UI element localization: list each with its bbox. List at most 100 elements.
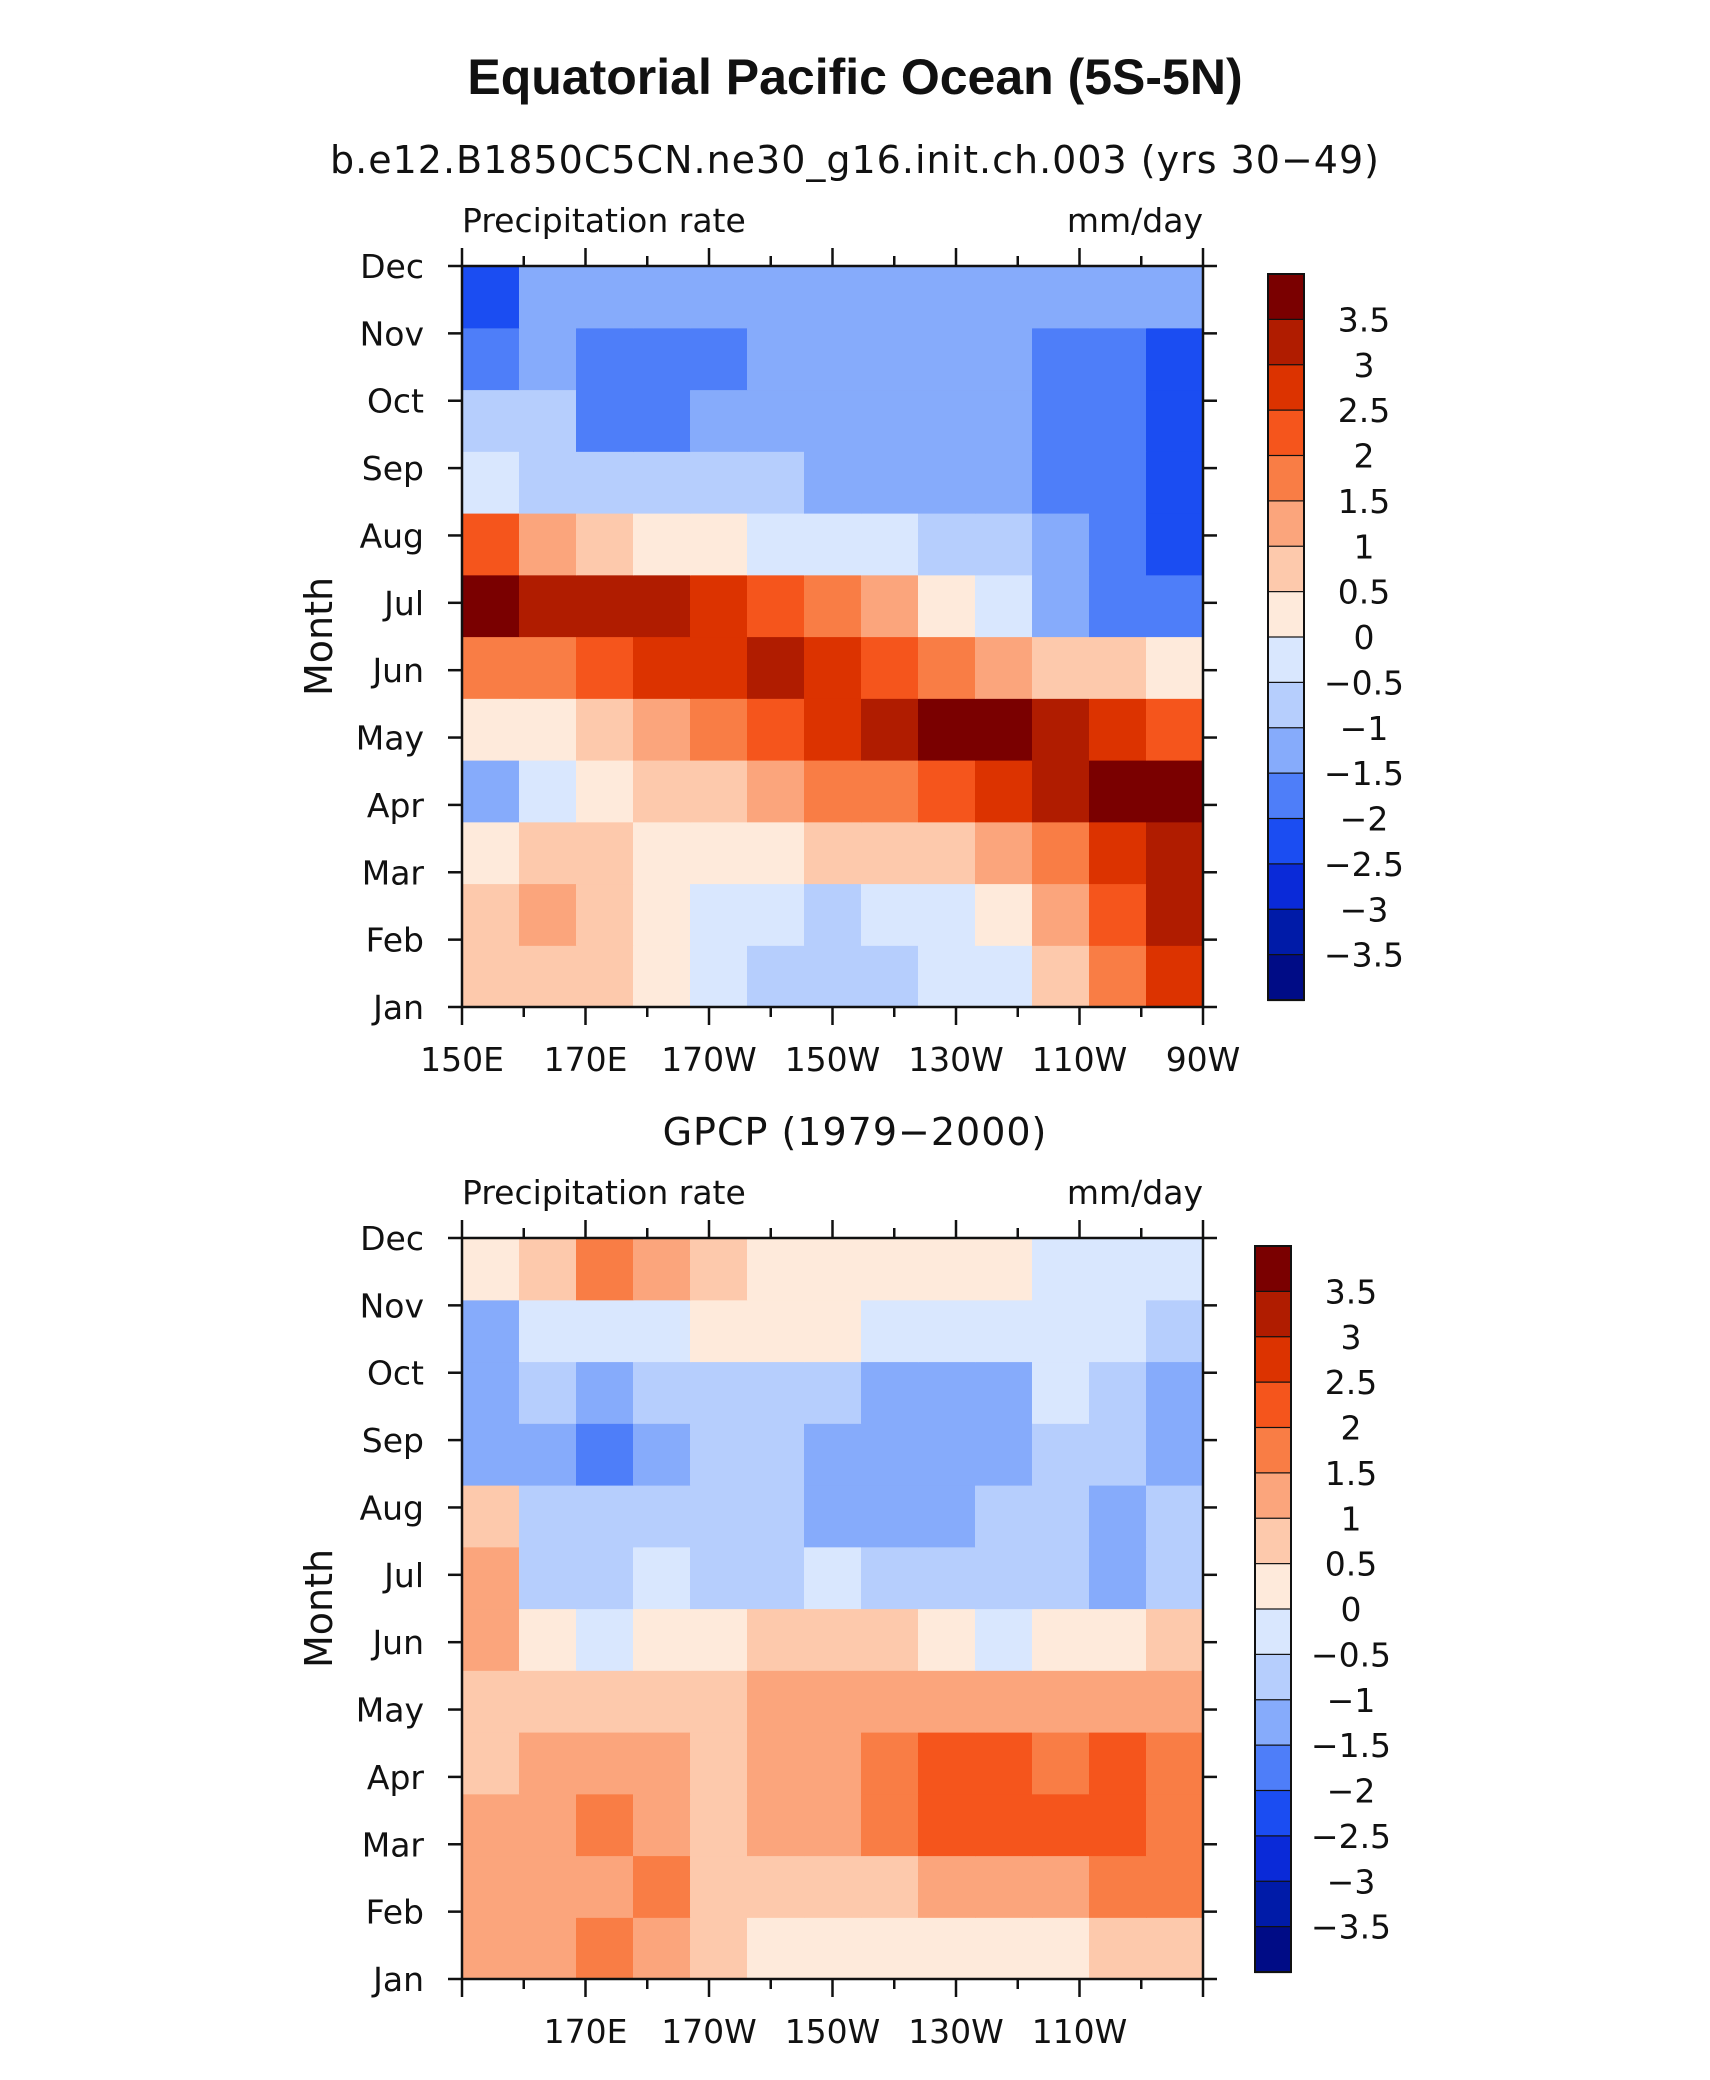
heatmap-cell bbox=[519, 451, 577, 514]
colorbar-swatch bbox=[1254, 1426, 1292, 1474]
colorbar-swatch bbox=[1267, 545, 1305, 593]
heatmap-cell bbox=[861, 1917, 919, 1980]
heatmap-cell bbox=[1089, 1670, 1147, 1733]
heatmap-cell bbox=[1032, 1793, 1090, 1857]
colorbar-label: 2 bbox=[1354, 437, 1375, 476]
heatmap-cell bbox=[804, 1855, 862, 1918]
heatmap-cell bbox=[804, 389, 862, 452]
colorbar-label: −2.5 bbox=[1311, 1817, 1391, 1856]
y-tick-label: Dec bbox=[360, 247, 424, 286]
heatmap-cell bbox=[861, 1238, 919, 1301]
x-tick-label: 170E bbox=[544, 2012, 628, 2051]
heatmap-cell bbox=[1146, 513, 1204, 576]
heatmap-cell bbox=[462, 1423, 520, 1486]
heatmap-cell bbox=[1089, 1608, 1147, 1671]
heatmap-cell bbox=[462, 1608, 520, 1671]
colorbar-frame bbox=[1267, 273, 1305, 1001]
heatmap-cell bbox=[975, 327, 1033, 391]
heatmap-cell bbox=[519, 266, 577, 329]
heatmap-cell bbox=[462, 945, 520, 1008]
heatmap-cell bbox=[690, 1917, 748, 1980]
colorbar-swatch bbox=[1267, 409, 1305, 457]
heatmap-cell bbox=[633, 821, 691, 885]
heatmap-cell bbox=[918, 1793, 976, 1857]
colorbar-swatch bbox=[1254, 1336, 1292, 1384]
heatmap-cell bbox=[861, 636, 919, 699]
heatmap-cell bbox=[1032, 1546, 1090, 1610]
heatmap-cell bbox=[747, 1732, 805, 1795]
y-tick-label: Sep bbox=[362, 449, 424, 488]
colorbar-swatch bbox=[1267, 318, 1305, 366]
heatmap-cell bbox=[861, 1608, 919, 1671]
heatmap-cell bbox=[861, 513, 919, 576]
heatmap-cell bbox=[1146, 760, 1204, 823]
heatmap-cell bbox=[918, 327, 976, 391]
heatmap-cell bbox=[633, 1238, 691, 1301]
heatmap-cell bbox=[1146, 1608, 1204, 1671]
colorbar-swatch bbox=[1254, 1290, 1292, 1338]
heatmap-cell bbox=[918, 451, 976, 514]
heatmap-cell bbox=[975, 1546, 1033, 1610]
heatmap-cell bbox=[804, 636, 862, 699]
heatmap-cell bbox=[633, 1732, 691, 1795]
heatmap-cell bbox=[519, 1732, 577, 1795]
heatmap-cell bbox=[633, 1793, 691, 1857]
heatmap-cell bbox=[1032, 760, 1090, 823]
x-tick-label: 170W bbox=[661, 1040, 757, 1079]
colorbar-frame bbox=[1254, 1245, 1292, 1973]
heatmap-cell bbox=[975, 1361, 1033, 1424]
page-title: Equatorial Pacific Ocean (5S-5N) bbox=[467, 49, 1243, 105]
heatmap-cell bbox=[1089, 574, 1147, 638]
heatmap-cell bbox=[861, 1423, 919, 1486]
heatmap-cell bbox=[633, 1855, 691, 1918]
heatmap-cell bbox=[804, 821, 862, 885]
heatmap-cell bbox=[861, 1670, 919, 1733]
heatmap-cell bbox=[576, 327, 634, 391]
heatmap-cell bbox=[861, 883, 919, 946]
heatmap-cell bbox=[804, 1361, 862, 1424]
heatmap-cell bbox=[861, 451, 919, 514]
heatmap-cell bbox=[1089, 1299, 1147, 1363]
heatmap-cell bbox=[576, 1855, 634, 1918]
heatmap-cell bbox=[690, 760, 748, 823]
heatmap-cell bbox=[918, 1299, 976, 1363]
heatmap-cell bbox=[918, 513, 976, 576]
heatmap-cell bbox=[576, 1485, 634, 1548]
heatmap-cell bbox=[690, 1423, 748, 1486]
heatmap-cell bbox=[462, 513, 520, 576]
heatmap-cell bbox=[576, 574, 634, 638]
y-tick-label: Jan bbox=[371, 1960, 424, 1999]
colorbar-label: −2 bbox=[1327, 1772, 1376, 1811]
heatmap-cell bbox=[690, 1608, 748, 1671]
colorbar-label: 1 bbox=[1341, 1499, 1362, 1538]
heatmap-cell bbox=[747, 1855, 805, 1918]
heatmap-cell bbox=[1089, 1917, 1147, 1980]
heatmap-cell bbox=[1032, 698, 1090, 761]
heatmap-cell bbox=[747, 266, 805, 329]
heatmap-cell bbox=[975, 1608, 1033, 1671]
heatmap-cell bbox=[519, 513, 577, 576]
heatmap-cell bbox=[1146, 1299, 1204, 1363]
colorbar-label: 2.5 bbox=[1338, 391, 1390, 430]
heatmap-cell bbox=[519, 1670, 577, 1733]
heatmap-cell bbox=[633, 266, 691, 329]
heatmap-cell bbox=[576, 945, 634, 1008]
heatmap-cell bbox=[690, 1485, 748, 1548]
y-tick-label: Mar bbox=[362, 853, 425, 892]
panel-1: Jan Feb Mar Apr May Jun Jul Aug Sep Oct Nov Dec 150E… bbox=[297, 201, 1404, 1079]
heatmap-cell bbox=[1146, 1238, 1204, 1301]
heatmap-cell bbox=[576, 636, 634, 699]
heatmap-cell bbox=[1146, 1670, 1204, 1733]
heatmap-cell bbox=[1032, 574, 1090, 638]
heatmap-cell bbox=[1146, 883, 1204, 946]
heatmap-cell bbox=[519, 1608, 577, 1671]
heatmap-cell bbox=[576, 1299, 634, 1363]
heatmap-cell bbox=[1032, 513, 1090, 576]
heatmap-cell bbox=[918, 389, 976, 452]
heatmap-cell bbox=[861, 1793, 919, 1857]
heatmap-cell bbox=[690, 266, 748, 329]
heatmap-cell bbox=[918, 945, 976, 1008]
heatmap-cell bbox=[1032, 389, 1090, 452]
heatmap-cell bbox=[975, 266, 1033, 329]
heatmap-cell bbox=[1032, 1238, 1090, 1301]
